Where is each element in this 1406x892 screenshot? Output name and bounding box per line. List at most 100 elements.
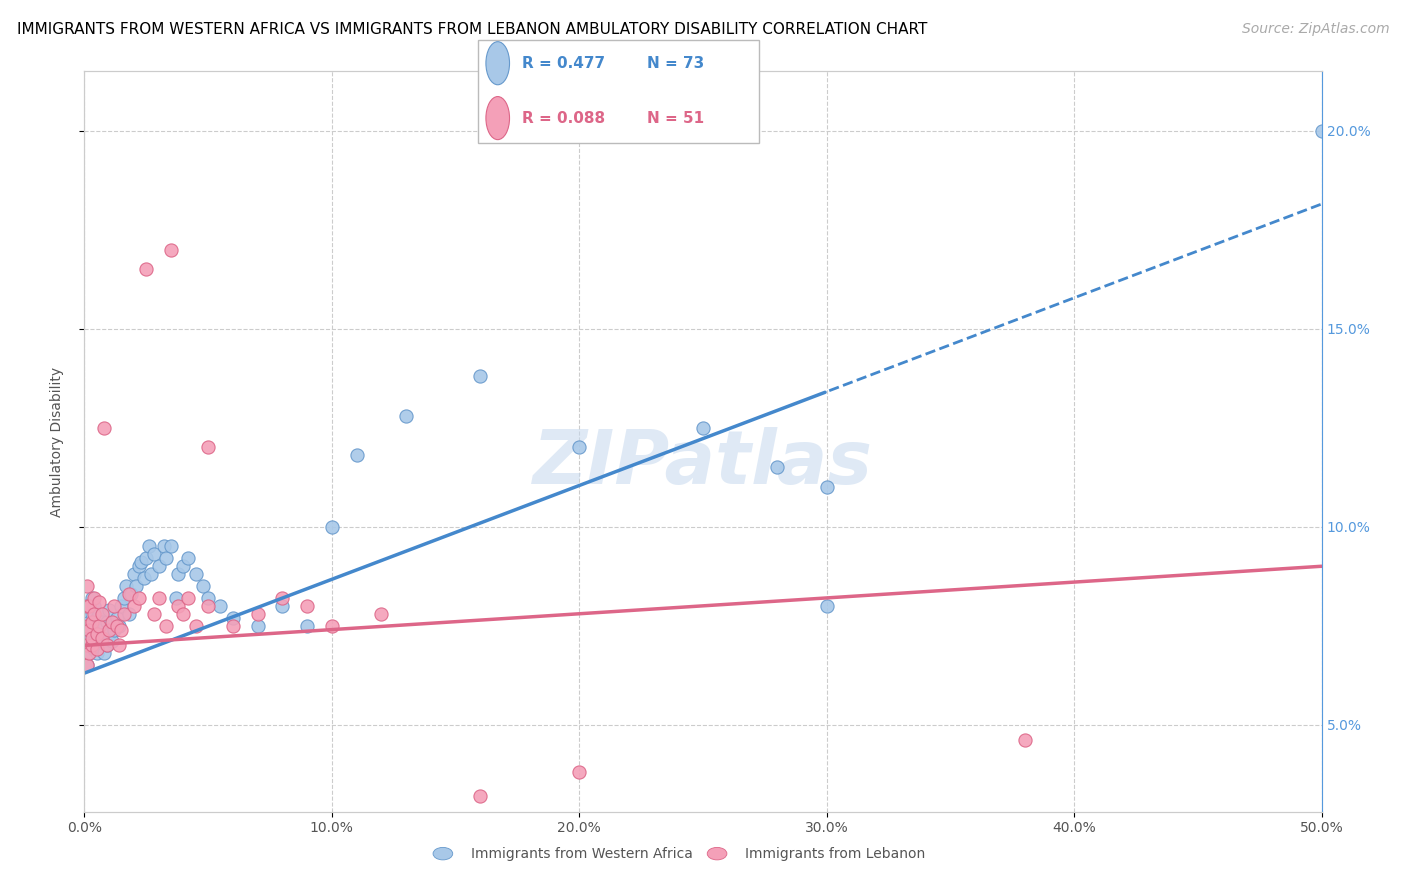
Point xyxy=(80,631,103,645)
Point xyxy=(76,658,98,673)
Point xyxy=(122,567,145,582)
Point xyxy=(191,579,214,593)
Point xyxy=(321,618,343,632)
Point xyxy=(1014,733,1036,747)
Point xyxy=(76,639,98,653)
Point xyxy=(1310,124,1333,138)
Point xyxy=(177,591,200,605)
Text: R = 0.477: R = 0.477 xyxy=(522,55,605,70)
Point xyxy=(197,441,219,455)
Point xyxy=(395,409,418,423)
Text: ZIPatlas: ZIPatlas xyxy=(533,427,873,500)
Point xyxy=(80,639,103,653)
Point xyxy=(90,634,112,648)
Point xyxy=(222,611,245,625)
Point xyxy=(90,631,112,645)
Text: Immigrants from Western Africa: Immigrants from Western Africa xyxy=(471,847,693,861)
Text: N = 73: N = 73 xyxy=(647,55,704,70)
Point xyxy=(692,420,714,434)
Point xyxy=(76,618,98,632)
Point xyxy=(83,623,105,637)
Text: R = 0.088: R = 0.088 xyxy=(522,111,605,126)
Point xyxy=(172,559,194,574)
Text: N = 51: N = 51 xyxy=(647,111,704,126)
Point xyxy=(98,603,121,617)
Point xyxy=(96,639,118,653)
Point xyxy=(132,571,155,585)
Point xyxy=(86,626,108,640)
FancyBboxPatch shape xyxy=(478,40,759,143)
Point xyxy=(80,591,103,605)
Point xyxy=(76,631,98,645)
Point xyxy=(346,449,368,463)
Point xyxy=(141,567,163,582)
Point xyxy=(152,540,174,554)
Point xyxy=(470,789,492,803)
Point xyxy=(184,618,207,632)
Point xyxy=(98,623,121,637)
Point xyxy=(79,623,101,637)
Point xyxy=(155,551,177,566)
Point xyxy=(470,369,492,384)
Point xyxy=(103,623,125,637)
Point xyxy=(86,611,108,625)
Point xyxy=(86,646,108,660)
Point xyxy=(110,599,132,613)
Point xyxy=(79,646,101,660)
Point xyxy=(93,646,115,660)
Point xyxy=(120,587,142,601)
Point xyxy=(246,618,269,632)
Point xyxy=(89,631,111,645)
Point xyxy=(155,618,177,632)
Point xyxy=(76,618,98,632)
Point xyxy=(80,607,103,621)
Point xyxy=(115,579,138,593)
Point xyxy=(148,591,170,605)
Point xyxy=(172,607,194,621)
Point xyxy=(76,639,98,653)
Point xyxy=(271,599,294,613)
Point xyxy=(79,599,101,613)
Point xyxy=(165,591,187,605)
Point xyxy=(79,599,101,613)
Point xyxy=(108,639,131,653)
Point xyxy=(370,607,392,621)
Point xyxy=(80,639,103,653)
Point xyxy=(105,618,128,632)
Point xyxy=(129,555,152,569)
Point xyxy=(128,559,150,574)
Point xyxy=(93,626,115,640)
Point xyxy=(184,567,207,582)
Point xyxy=(197,591,219,605)
Point xyxy=(209,599,232,613)
Point xyxy=(138,540,160,554)
Point xyxy=(80,615,103,629)
Point xyxy=(76,579,98,593)
Point xyxy=(125,579,148,593)
Circle shape xyxy=(486,42,509,85)
Point xyxy=(96,639,118,653)
Point xyxy=(142,547,165,561)
Point xyxy=(160,243,183,257)
Point xyxy=(135,551,157,566)
Point xyxy=(222,618,245,632)
Point xyxy=(96,615,118,629)
Point xyxy=(167,599,190,613)
Point xyxy=(86,626,108,640)
Point xyxy=(122,599,145,613)
Point xyxy=(100,615,122,629)
Point xyxy=(100,634,122,648)
Point xyxy=(142,607,165,621)
Text: IMMIGRANTS FROM WESTERN AFRICA VS IMMIGRANTS FROM LEBANON AMBULATORY DISABILITY : IMMIGRANTS FROM WESTERN AFRICA VS IMMIGR… xyxy=(17,22,927,37)
Point xyxy=(86,642,108,657)
Point xyxy=(83,607,105,621)
Point xyxy=(76,658,98,673)
Point xyxy=(89,607,111,621)
Point xyxy=(568,765,591,780)
Point xyxy=(76,599,98,613)
Circle shape xyxy=(486,96,509,140)
Point xyxy=(83,591,105,605)
Point xyxy=(177,551,200,566)
Point xyxy=(93,420,115,434)
Point xyxy=(128,591,150,605)
